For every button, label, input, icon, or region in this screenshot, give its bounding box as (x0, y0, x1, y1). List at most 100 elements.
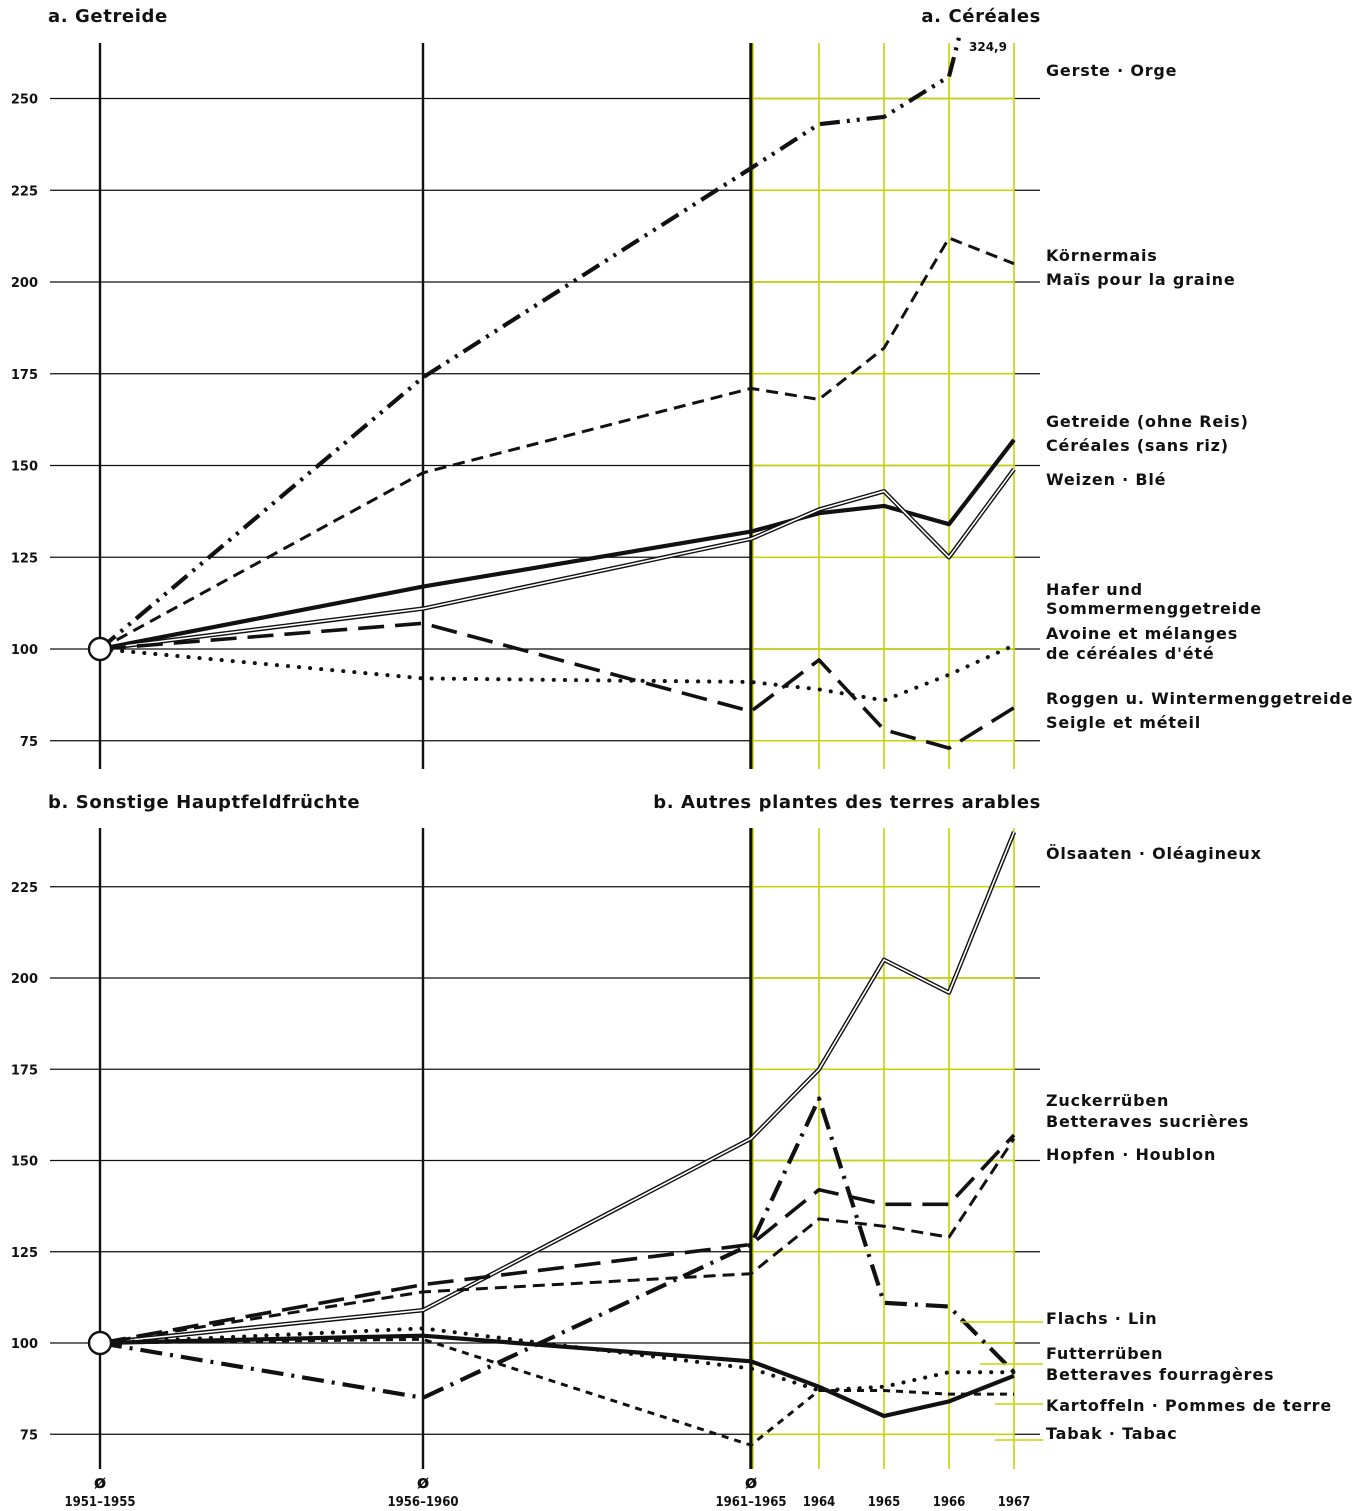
data-point-tabak (882, 1414, 886, 1418)
y-tick-label: 75 (20, 735, 38, 750)
series-line-hopfen (99, 1133, 1016, 1345)
data-point-lsaaten (1012, 830, 1016, 834)
x-tick-label: 1965 (868, 1495, 901, 1510)
data-point-tabak (749, 1359, 753, 1363)
series-label-hopfen: Hopfen · Houblon (1046, 1145, 1216, 1164)
data-point-zuckerr-ben (749, 1272, 753, 1276)
data-point-kartoffeln (749, 1443, 753, 1447)
data-point-roggen-u-wintermenggetreide (947, 746, 951, 750)
data-point-weizen (947, 555, 951, 559)
series-label-hafer-und-sommermenggetreide: Avoine et mélanges (1046, 624, 1238, 643)
data-point-futterr-ben (947, 1370, 951, 1374)
data-point-hafer-und-sommermenggetreide (882, 698, 886, 702)
series-line-lsaaten-inner (99, 831, 1015, 1344)
period-average-marker: ø (745, 1472, 757, 1493)
data-point-zuckerr-ben (947, 1235, 951, 1239)
series-line-getreide-ohne-reis (99, 438, 1016, 652)
data-point-flachs (947, 1305, 951, 1309)
data-point-weizen (749, 537, 753, 541)
data-point-hopfen (1012, 1133, 1016, 1137)
chart-title: b. Sonstige Hauptfeldfrüchte (48, 792, 360, 813)
data-point-roggen-u-wintermenggetreide (882, 728, 886, 732)
series-label-gerste: Gerste · Orge (1046, 61, 1177, 80)
series-line-lsaaten (99, 831, 1017, 1346)
series-line-k-rnermais (99, 236, 1015, 651)
data-point-hafer-und-sommermenggetreide (817, 687, 821, 691)
data-point-lsaaten (947, 991, 951, 995)
data-point-gerste (947, 75, 951, 79)
annotation-value: 324,9 (969, 40, 1007, 54)
y-tick-label: 200 (11, 972, 38, 987)
panel-other-field-crops: b. Sonstige Hauptfeldfrüchte b. Autres pl… (11, 792, 1332, 1469)
base-index-circle (87, 1330, 113, 1356)
data-point-k-rnermais (947, 236, 951, 240)
series-label-getreide-ohne-reis: Céréales (sans riz) (1046, 436, 1229, 455)
series-line-hafer-und-sommermenggetreide (98, 643, 1016, 703)
data-point-lsaaten (749, 1137, 753, 1141)
data-point-hopfen (817, 1188, 821, 1192)
series-line-tabak (99, 1333, 1015, 1419)
data-point-kartoffeln (947, 1392, 951, 1396)
series-label-hafer-und-sommermenggetreide: de céréales d'été (1046, 644, 1214, 663)
data-point-getreide-ohne-reis (947, 522, 951, 526)
data-point-weizen (421, 607, 425, 611)
data-point-lsaaten (421, 1308, 425, 1312)
series-label-futterr-ben: Futterrüben (1046, 1344, 1163, 1363)
series-label-tabak: Tabak · Tabac (1046, 1424, 1178, 1443)
data-point-gerste (882, 115, 886, 119)
data-point-tabak (421, 1334, 425, 1338)
series-line-weizen-inner (99, 468, 1015, 650)
x-tick-label: 1961–1965 (716, 1495, 787, 1510)
data-point-flachs (421, 1396, 425, 1400)
x-tick-label: 1966 (933, 1495, 966, 1510)
data-point-roggen-u-wintermenggetreide (749, 709, 753, 713)
data-point-roggen-u-wintermenggetreide (421, 621, 425, 625)
data-point-roggen-u-wintermenggetreide (817, 658, 821, 662)
series-label-roggen-u-wintermenggetreide: Seigle et méteil (1046, 713, 1201, 732)
data-point-getreide-ohne-reis (882, 504, 886, 508)
x-tick-label: 1956–1960 (388, 1495, 459, 1510)
series-label-zuckerr-ben: Zuckerrüben (1046, 1091, 1169, 1110)
data-point-gerste (817, 122, 821, 126)
series-line-gerste (98, 34, 963, 651)
data-point-hafer-und-sommermenggetreide (421, 676, 425, 680)
data-point-futterr-ben (421, 1326, 425, 1330)
data-point-k-rnermais (421, 471, 425, 475)
y-tick-label: 125 (11, 1246, 38, 1261)
x-tick-label: 1967 (998, 1495, 1031, 1510)
series-label-k-rnermais: Maïs pour la graine (1046, 270, 1236, 289)
y-tick-label: 175 (11, 368, 38, 383)
data-point-tabak (817, 1385, 821, 1389)
data-point-k-rnermais (882, 346, 886, 350)
data-point-k-rnermais (749, 386, 753, 390)
panel-cereals: a. Getreide a. Céréales 75 100 125 150 175 200 2… (11, 6, 1353, 769)
period-average-marker: ø (417, 1472, 429, 1493)
data-point-getreide-ohne-reis (749, 530, 753, 534)
data-point-k-rnermais (1012, 262, 1016, 266)
data-point-weizen (1012, 467, 1016, 471)
data-point-kartoffeln (1012, 1392, 1016, 1396)
series-label-weizen: Weizen · Blé (1046, 470, 1166, 489)
series-label-hafer-und-sommermenggetreide: Hafer und (1046, 580, 1143, 599)
data-point-tabak (1012, 1374, 1016, 1378)
series-line-flachs (99, 1096, 1016, 1400)
base-index-circle (87, 636, 113, 662)
series-group (98, 34, 1016, 750)
y-tick-label: 150 (11, 1155, 38, 1170)
y-tick-label: 125 (11, 551, 38, 566)
series-label-hafer-und-sommermenggetreide: Sommermenggetreide (1046, 599, 1262, 618)
data-point-hopfen (421, 1283, 425, 1287)
series-label-roggen-u-wintermenggetreide: Roggen u. Wintermenggetreide (1046, 689, 1353, 708)
data-point-kartoffeln (882, 1389, 886, 1393)
y-tick-label: 100 (11, 643, 38, 658)
series-label-k-rnermais: Körnermais (1046, 246, 1158, 265)
series-group (98, 830, 1017, 1447)
series-label-kartoffeln: Kartoffeln · Pommes de terre (1046, 1396, 1332, 1415)
data-point-lsaaten (882, 958, 886, 962)
data-point-gerste (749, 166, 753, 170)
chart-title-fr: a. Céréales (921, 6, 1041, 27)
data-point-flachs (817, 1097, 821, 1101)
series-label-flachs: Flachs · Lin (1046, 1309, 1158, 1328)
x-axis-period-labels: ø 1951–1955 ø 1956–1960 ø 1961–1965 1964 1965 19… (65, 1472, 1031, 1510)
